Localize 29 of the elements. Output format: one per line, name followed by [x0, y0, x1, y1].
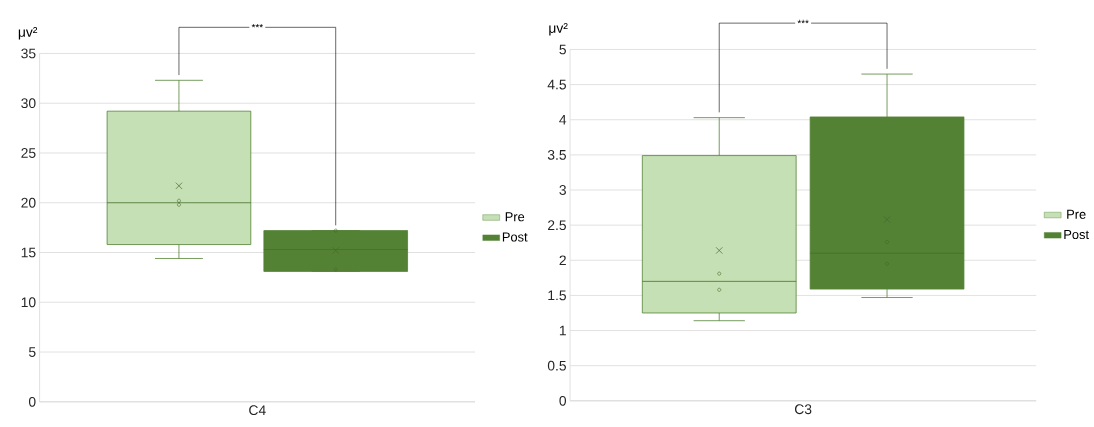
legend-label: Pre [505, 212, 525, 222]
y-tick-label: 2.5 [548, 220, 566, 231]
y-tick-label: 20 [21, 198, 36, 208]
legend-label: Pre [1067, 210, 1086, 220]
y-tick-label: 30 [21, 98, 36, 109]
x-tick-label: C3 [794, 404, 812, 415]
y-tick-label: 0 [28, 397, 36, 407]
legend-label: Post [502, 232, 528, 242]
y-tick-label: 4 [559, 115, 567, 125]
y-tick-label: 0.5 [547, 360, 566, 371]
y-tick-label: 15 [21, 247, 36, 258]
y-tick-label: 1 [559, 326, 566, 336]
y-tick-label: 35 [21, 48, 36, 59]
y-tick-label: 5 [559, 44, 566, 55]
y-tick-label: 3.5 [547, 150, 566, 161]
y-tick-label: 3 [559, 185, 566, 196]
y-axis-title: μv² [549, 23, 568, 36]
y-tick-label: 0 [559, 396, 567, 406]
y-tick-label: 5 [28, 347, 36, 358]
legend-label: Post [1064, 230, 1089, 240]
y-tick-label: 10 [21, 297, 36, 308]
text: *** [251, 24, 263, 28]
x-tick-label: C4 [249, 405, 266, 416]
y-tick-label: 2 [559, 255, 566, 266]
y-tick-label: 4.5 [547, 80, 566, 90]
y-tick-label: 25 [21, 148, 36, 159]
text: *** [797, 19, 809, 24]
y-axis-title: μv² [18, 27, 38, 40]
y-tick-label: 1.5 [548, 290, 566, 301]
